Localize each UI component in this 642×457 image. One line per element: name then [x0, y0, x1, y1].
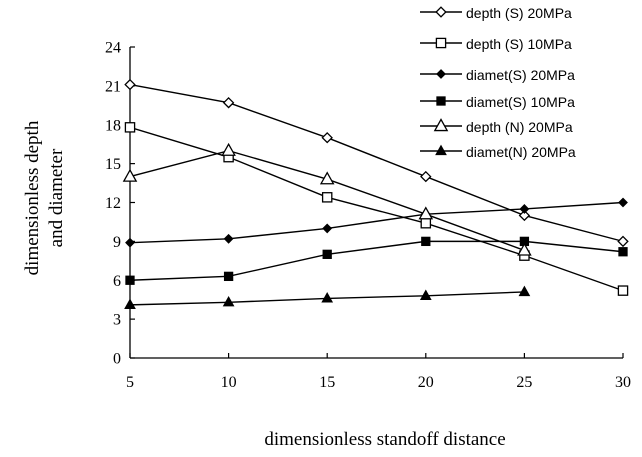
legend-marker-symbol	[435, 144, 447, 156]
series-5-point	[122, 168, 138, 182]
series-line-1	[129, 83, 624, 243]
legend-marker-6	[420, 144, 462, 156]
legend-marker-5	[420, 118, 462, 132]
series-6-point	[518, 285, 531, 297]
y-axis-title: dimensionless depth and diameter	[22, 120, 67, 275]
legend-item-5: depth (N) 20MPa	[420, 118, 573, 135]
legend-item-6: diamet(N) 20MPa	[420, 144, 576, 160]
series-4-point	[421, 236, 431, 247]
legend-marker-4	[420, 96, 462, 106]
y-tick-label: 15	[105, 156, 121, 173]
legend-item-1: depth (S) 20MPa	[420, 5, 572, 21]
series-2-point	[420, 217, 432, 229]
legend-item-2: depth (S) 10MPa	[420, 36, 572, 52]
series-5-point	[517, 242, 532, 256]
series-4-point	[223, 271, 234, 282]
series-3-point	[223, 233, 234, 244]
legend-label-4: diamet(S) 10MPa	[466, 94, 575, 110]
series-1-point	[617, 235, 629, 248]
series-3-point	[618, 197, 628, 208]
series-2-point	[124, 122, 136, 133]
y-tick-label: 3	[113, 312, 121, 329]
legend-marker-2	[420, 37, 462, 49]
series-6-point	[419, 289, 432, 300]
legend-label-6: diamet(N) 20MPa	[466, 144, 576, 160]
legend-label-2: depth (S) 10MPa	[466, 36, 572, 52]
y-axis-title-line-1: dimensionless depth	[22, 120, 43, 275]
legend-label-3: diamet(S) 20MPa	[466, 67, 575, 83]
legend-label-1: depth (S) 20MPa	[466, 5, 572, 21]
series-1-point	[321, 131, 333, 144]
x-tick-label: 15	[319, 374, 335, 391]
legend-marker-1	[420, 6, 462, 18]
x-tick-label: 5	[126, 374, 134, 391]
y-tick-label: 12	[105, 195, 121, 212]
y-tick-label: 24	[105, 40, 121, 57]
x-tick-label: 10	[221, 374, 237, 391]
legend-item-3: diamet(S) 20MPa	[420, 67, 575, 83]
series-2-point	[617, 285, 629, 296]
series-line-4	[129, 240, 624, 281]
x-tick-label: 20	[418, 374, 434, 391]
series-6-point	[124, 298, 136, 310]
legend: depth (S) 20MPa depth (S) 10MPa diamet(S…	[420, 5, 576, 160]
series-markers	[122, 78, 629, 310]
series-5-point	[319, 171, 335, 185]
series-1-point	[518, 209, 531, 222]
x-tick-label: 25	[516, 374, 532, 391]
legend-label-5: depth (N) 20MPa	[466, 119, 573, 135]
series-3-point	[322, 223, 333, 234]
series-5-point	[418, 206, 434, 220]
series-1-point	[420, 170, 432, 183]
series-3-point	[125, 237, 135, 248]
series-4-point	[125, 275, 135, 285]
legend-marker-3	[420, 69, 462, 79]
legend-marker-symbol	[435, 37, 447, 49]
x-axis-title: dimensionless standoff distance	[264, 429, 505, 450]
legend-marker-symbol	[433, 118, 449, 132]
y-tick-label: 9	[113, 234, 121, 251]
series-line-2	[129, 126, 624, 292]
series-6-point	[222, 295, 235, 307]
y-tick-label: 18	[105, 117, 121, 134]
legend-item-4: diamet(S) 10MPa	[420, 94, 575, 110]
legend-marker-symbol	[436, 69, 446, 79]
y-tick-label: 0	[113, 351, 121, 368]
series-lines	[129, 83, 624, 306]
series-1-point	[124, 78, 136, 91]
series-4-point	[618, 247, 628, 257]
y-axis-ticks: 0 3 6 9 12 15 18 21 24	[105, 40, 135, 368]
series-line-3	[129, 201, 624, 244]
legend-marker-symbol	[436, 96, 446, 106]
series-1-point	[222, 97, 235, 109]
legend-marker-symbol	[435, 6, 447, 18]
y-tick-label: 21	[105, 78, 121, 95]
series-4-point	[322, 249, 332, 259]
x-axis-ticks: 5 10 15 20 25 30	[126, 353, 631, 391]
y-tick-label: 6	[113, 273, 121, 290]
y-axis-title-line-2: and diameter	[46, 148, 67, 247]
series-3-point	[519, 204, 530, 214]
series-5-point	[221, 142, 236, 156]
series-6-point	[321, 292, 334, 303]
series-2-point	[321, 192, 333, 203]
x-tick-label: 30	[615, 374, 631, 391]
